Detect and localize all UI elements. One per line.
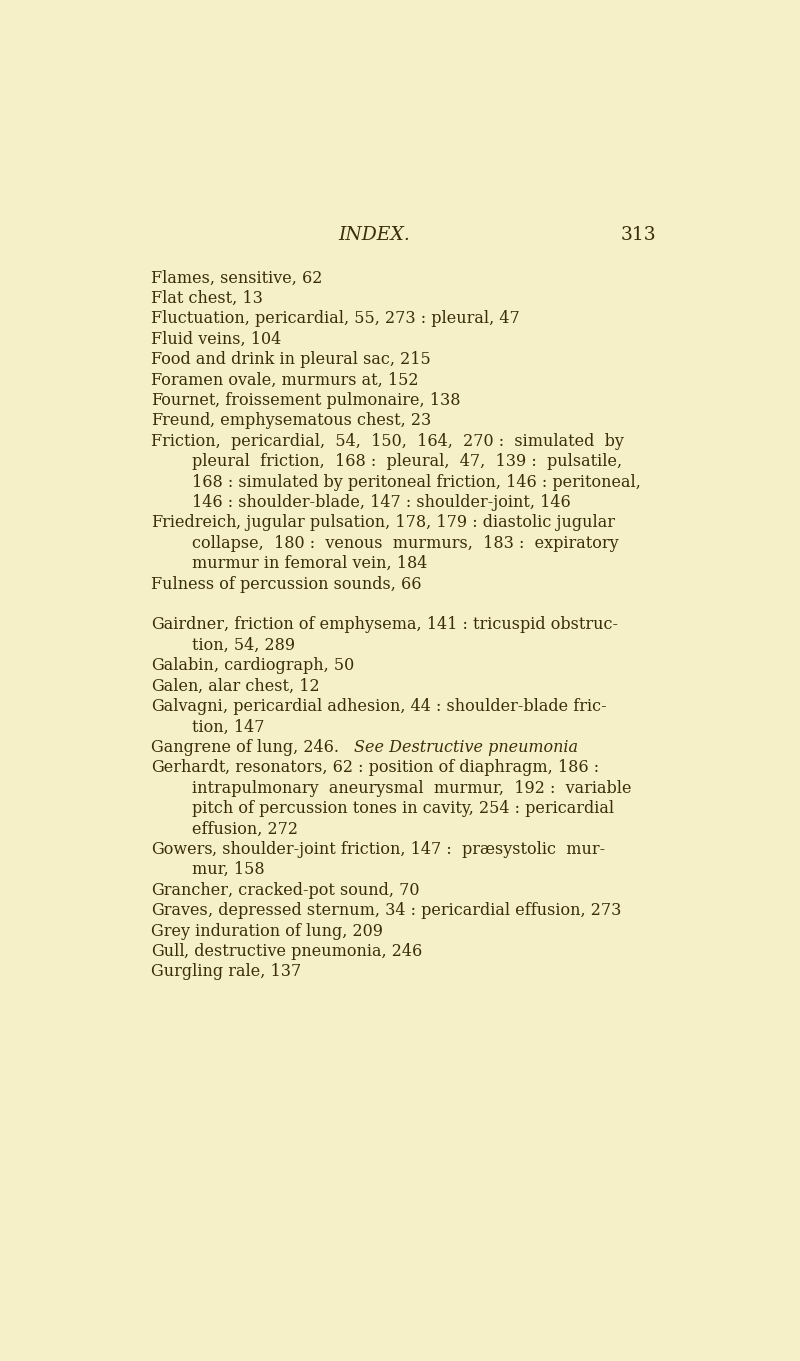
Text: Gull: Gull	[151, 943, 185, 960]
Text: effusion, 272: effusion, 272	[192, 821, 298, 837]
Text: 146 : shoulder-blade, 147 : shoulder-joint, 146: 146 : shoulder-blade, 147 : shoulder-joi…	[192, 494, 570, 510]
Text: intrapulmonary  aneurysmal  murmur,  192 :  variable: intrapulmonary aneurysmal murmur, 192 : …	[192, 780, 631, 796]
Text: Graves: Graves	[151, 902, 207, 919]
Text: See Destructive pneumonia: See Destructive pneumonia	[354, 739, 578, 755]
Text: pleural  friction,  168 :  pleural,  47,  139 :  pulsatile,: pleural friction, 168 : pleural, 47, 139…	[192, 453, 622, 470]
Text: murmur in femoral vein, 184: murmur in femoral vein, 184	[192, 555, 427, 572]
Text: , resonators, 62 : position of diaphragm, 186 :: , resonators, 62 : position of diaphragm…	[226, 759, 599, 776]
Text: Food and drink in pleural sac, 215: Food and drink in pleural sac, 215	[151, 351, 430, 369]
Text: Fulness of percussion sounds, 66: Fulness of percussion sounds, 66	[151, 576, 422, 592]
Text: Gurgling rale, 137: Gurgling rale, 137	[151, 964, 301, 980]
Text: , froissement pulmonaire, 138: , froissement pulmonaire, 138	[215, 392, 461, 410]
Text: , emphysematous chest, 23: , emphysematous chest, 23	[210, 412, 431, 430]
Text: 313: 313	[621, 226, 657, 245]
Text: Galabin: Galabin	[151, 657, 214, 674]
Text: Grancher: Grancher	[151, 882, 228, 898]
Text: Grey induration of lung, 209: Grey induration of lung, 209	[151, 923, 383, 939]
Text: , cardiograph, 50: , cardiograph, 50	[214, 657, 354, 674]
Text: Friction,  pericardial,  54,  150,  164,  270 :  simulated  by: Friction, pericardial, 54, 150, 164, 270…	[151, 433, 624, 450]
Text: Gangrene of lung, 246.: Gangrene of lung, 246.	[151, 739, 354, 755]
Text: collapse,  180 :  venous  murmurs,  183 :  expiratory: collapse, 180 : venous murmurs, 183 : ex…	[192, 535, 618, 551]
Text: Friedreich: Friedreich	[151, 514, 236, 531]
Text: tion, 147: tion, 147	[192, 719, 264, 735]
Text: , pericardial adhesion, 44 : shoulder-blade fric-: , pericardial adhesion, 44 : shoulder-bl…	[222, 698, 606, 715]
Text: Galvagni: Galvagni	[151, 698, 222, 715]
Text: , destructive pneumonia, 246: , destructive pneumonia, 246	[185, 943, 422, 960]
Text: INDEX.: INDEX.	[338, 226, 410, 245]
Text: Flat chest, 13: Flat chest, 13	[151, 290, 262, 308]
Text: Foramen ovale, murmurs at, 152: Foramen ovale, murmurs at, 152	[151, 372, 418, 389]
Text: tion, 54, 289: tion, 54, 289	[192, 637, 295, 653]
Text: Gerhardt: Gerhardt	[151, 759, 226, 776]
Text: , friction of emphysema, 141 : tricuspid obstruc-: , friction of emphysema, 141 : tricuspid…	[224, 617, 618, 633]
Text: Gairdner: Gairdner	[151, 617, 224, 633]
Text: Fluctuation, pericardial, 55, 273 : pleural, 47: Fluctuation, pericardial, 55, 273 : pleu…	[151, 310, 519, 328]
Text: 168 : simulated by peritoneal friction, 146 : peritoneal,: 168 : simulated by peritoneal friction, …	[192, 474, 641, 490]
Text: mur, 158: mur, 158	[192, 862, 264, 878]
Text: , alar chest, 12: , alar chest, 12	[198, 678, 320, 694]
Text: pitch of percussion tones in cavity, 254 : pericardial: pitch of percussion tones in cavity, 254…	[192, 800, 614, 817]
Text: Freund: Freund	[151, 412, 210, 430]
Text: Galen: Galen	[151, 678, 198, 694]
Text: Gowers: Gowers	[151, 841, 213, 857]
Text: Flames, sensitive, 62: Flames, sensitive, 62	[151, 269, 322, 287]
Text: Fluid veins, 104: Fluid veins, 104	[151, 331, 281, 348]
Text: , cracked-pot sound, 70: , cracked-pot sound, 70	[228, 882, 419, 898]
Text: , shoulder-joint friction, 147 :  præsystolic  mur-: , shoulder-joint friction, 147 : præsyst…	[213, 841, 606, 857]
Text: , depressed sternum, 34 : pericardial effusion, 273: , depressed sternum, 34 : pericardial ef…	[207, 902, 621, 919]
Text: Fournet: Fournet	[151, 392, 215, 410]
Text: , jugular pulsation, 178, 179 : diastolic jugular: , jugular pulsation, 178, 179 : diastoli…	[236, 514, 615, 531]
